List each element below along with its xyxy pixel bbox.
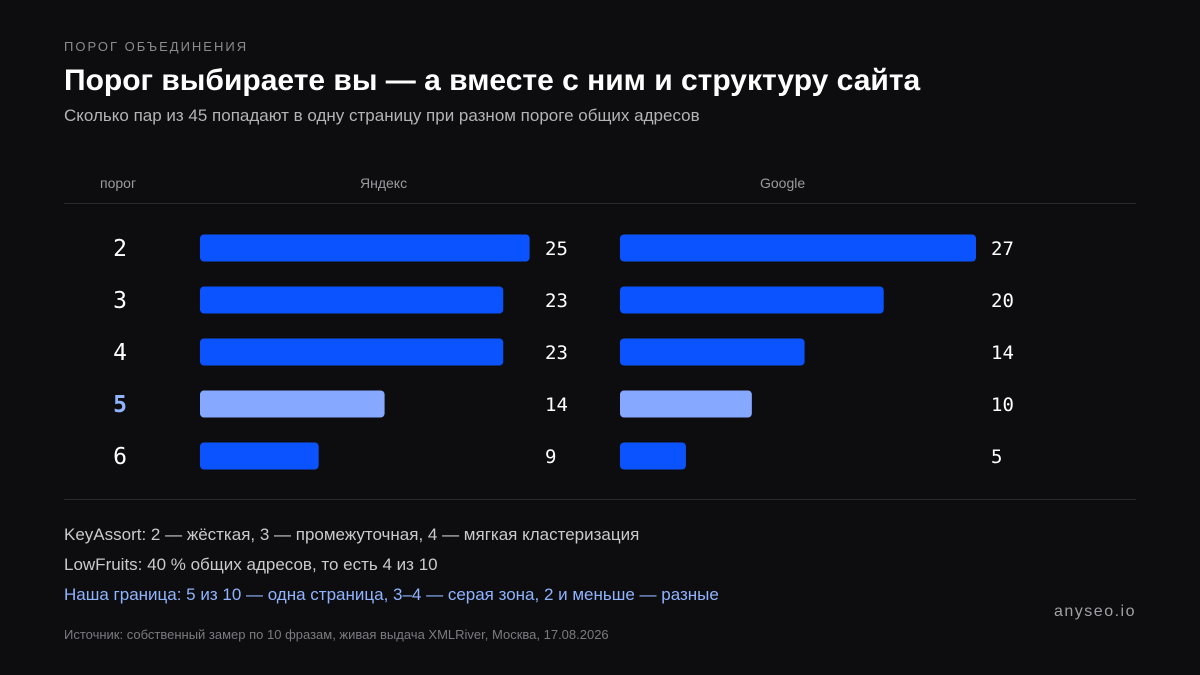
threshold-label-2: 2: [113, 236, 127, 262]
bar-yandex-5: [200, 390, 385, 418]
value-label-yandex-3: 23: [545, 290, 568, 312]
bar-yandex-4: [200, 338, 504, 366]
column-header-threshold: порог: [100, 175, 137, 191]
bar-google-2: [620, 234, 976, 262]
value-label-google-5: 10: [991, 394, 1014, 416]
value-label-yandex-6: 9: [545, 446, 556, 468]
bar-yandex-3: [200, 286, 504, 314]
threshold-label-4: 4: [113, 340, 127, 366]
value-label-google-4: 14: [991, 342, 1014, 364]
value-label-google-6: 5: [991, 446, 1002, 468]
note-lowfruits: LowFruits: 40 % общих адресов, то есть 4…: [64, 555, 438, 574]
value-label-yandex-5: 14: [545, 394, 568, 416]
note-our-threshold: Наша граница: 5 из 10 — одна страница, 3…: [64, 585, 719, 604]
value-label-yandex-4: 23: [545, 342, 568, 364]
value-label-google-2: 27: [991, 238, 1014, 260]
bar-google-3: [620, 286, 884, 314]
brand-label: anyseo.io: [1054, 603, 1136, 620]
bar-google-5: [620, 390, 752, 418]
note-keyassort: KeyAssort: 2 — жёсткая, 3 — промежуточна…: [64, 525, 640, 544]
bar-google-4: [620, 338, 805, 366]
kicker: ПОРОГ ОБЪЕДИНЕНИЯ: [64, 39, 249, 54]
value-label-yandex-2: 25: [545, 238, 568, 260]
bar-chart: 2 25 27 3 23 20 4 23 14 5 14 10 6 9 5: [113, 234, 1014, 470]
chart-title: Порог выбираете вы — а вместе с ним и ст…: [64, 64, 921, 97]
footer-divider: [64, 499, 1136, 500]
threshold-label-5: 5: [113, 392, 127, 418]
threshold-label-6: 6: [113, 444, 127, 470]
chart-subtitle: Сколько пар из 45 попадают в одну страни…: [64, 106, 700, 125]
threshold-label-3: 3: [113, 288, 127, 314]
column-header-google: Google: [760, 175, 806, 191]
bar-google-6: [620, 442, 686, 470]
bar-yandex-6: [200, 442, 319, 470]
value-label-google-3: 20: [991, 290, 1014, 312]
source-note: Источник: собственный замер по 10 фразам…: [64, 627, 609, 642]
column-header-yandex: Яндекс: [360, 175, 408, 191]
header-divider: [64, 203, 1136, 204]
bar-yandex-2: [200, 234, 530, 262]
